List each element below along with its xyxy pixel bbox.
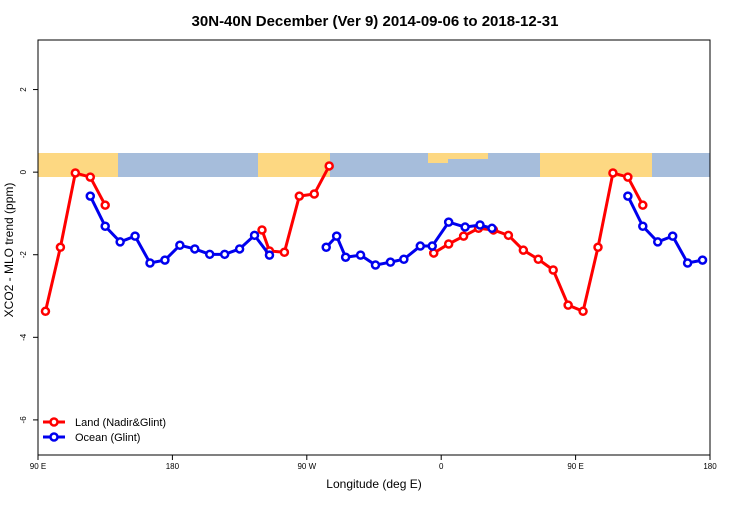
point xyxy=(518,245,529,255)
point xyxy=(309,189,320,199)
point xyxy=(578,306,588,317)
point xyxy=(623,172,633,182)
point xyxy=(100,221,110,231)
point xyxy=(593,242,603,253)
point xyxy=(85,191,96,201)
point xyxy=(130,231,140,241)
point xyxy=(204,249,215,260)
point xyxy=(279,247,290,257)
point xyxy=(40,306,51,317)
legend-label: Land (Nadir&Glint) xyxy=(75,417,166,429)
point xyxy=(145,258,155,268)
point xyxy=(533,254,544,265)
point xyxy=(399,254,409,265)
point xyxy=(370,260,381,270)
legend-marker xyxy=(49,417,59,427)
point xyxy=(682,258,693,268)
point xyxy=(415,241,426,251)
x-axis-label: Longitude (deg E) xyxy=(326,477,421,491)
point xyxy=(331,231,342,241)
point xyxy=(563,300,573,310)
map-land xyxy=(258,153,330,177)
map-strip xyxy=(38,153,710,177)
point xyxy=(458,231,469,241)
point xyxy=(667,231,678,241)
point xyxy=(115,237,125,247)
point xyxy=(234,244,245,254)
y-tick-label: 2 xyxy=(19,87,28,92)
point xyxy=(249,230,260,241)
point xyxy=(638,221,648,231)
map-land xyxy=(428,153,448,163)
point xyxy=(219,249,230,260)
point xyxy=(652,237,663,247)
point xyxy=(340,252,351,262)
y-tick-label: -6 xyxy=(19,416,28,424)
legend-marker xyxy=(49,432,59,442)
point xyxy=(503,230,514,241)
x-tick-label: 180 xyxy=(166,462,180,471)
point xyxy=(487,223,497,234)
point xyxy=(264,250,275,260)
point xyxy=(608,168,618,178)
x-tick-label: 90 W xyxy=(297,462,316,471)
point xyxy=(623,191,633,201)
point xyxy=(160,255,170,265)
x-tick-label: 180 xyxy=(703,462,717,471)
point xyxy=(100,200,110,210)
point xyxy=(385,257,396,267)
map-land xyxy=(540,153,652,177)
point xyxy=(548,265,558,275)
point xyxy=(324,161,334,171)
point xyxy=(85,172,96,182)
x-tick-label: 90 E xyxy=(30,462,46,471)
y-tick-label: 0 xyxy=(19,169,28,174)
y-axis-label: XCO2 - MLO trend (ppm) xyxy=(2,183,16,318)
point xyxy=(175,240,185,250)
point xyxy=(294,191,305,201)
x-tick-label: 0 xyxy=(439,462,444,471)
point xyxy=(460,222,470,232)
point xyxy=(475,220,485,230)
point xyxy=(638,200,648,210)
point xyxy=(355,250,366,260)
plot-frame xyxy=(37,39,711,456)
map-land xyxy=(448,153,488,159)
point xyxy=(697,255,708,265)
y-tick-label: -4 xyxy=(19,333,28,341)
point xyxy=(55,242,66,253)
point xyxy=(443,239,454,249)
y-tick-label: -2 xyxy=(19,251,28,259)
point xyxy=(443,217,454,227)
point xyxy=(257,225,267,235)
point xyxy=(70,168,81,178)
point xyxy=(427,241,437,251)
legend-label: Ocean (Glint) xyxy=(75,432,140,444)
x-tick-label: 90 E xyxy=(567,462,583,471)
point xyxy=(190,244,200,254)
chart-title: 30N-40N December (Ver 9) 2014-09-06 to 2… xyxy=(192,13,559,30)
point xyxy=(321,242,331,253)
